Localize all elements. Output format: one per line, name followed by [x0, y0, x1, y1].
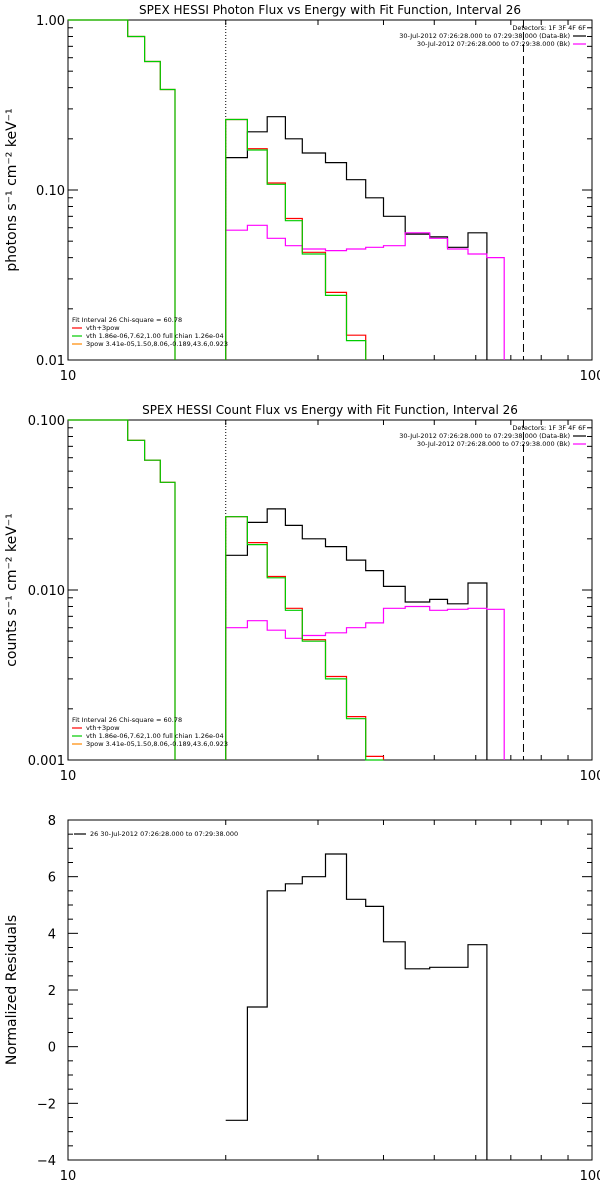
y-tick-label: 0.10: [36, 184, 65, 199]
series-line: [225, 224, 505, 360]
y-tick-label: 0.01: [36, 354, 65, 369]
legend-entry: vth 1.86e-06,7.62,1.00 full chian 1.26e-…: [86, 732, 224, 740]
y-tick-label: −2: [37, 1097, 56, 1112]
y-axis-label: Normalized Residuals: [4, 915, 20, 1065]
legend-header: Fit Interval 26 Chi-square = 60.78: [72, 316, 182, 324]
y-tick-label: 8: [48, 814, 56, 829]
y-axis-label: photons s⁻¹ cm⁻² keV⁻¹: [4, 108, 20, 271]
legend-header: Fit Interval 26 Chi-square = 60.78: [72, 716, 182, 724]
legend-entry: 30-Jul-2012 07:26:28.000 to 07:29:38.000…: [417, 40, 570, 48]
x-tick-label: 10: [60, 369, 77, 384]
y-tick-label: 6: [48, 871, 56, 886]
x-tick-label: 10: [60, 769, 77, 784]
series-line: [68, 419, 384, 761]
y-tick-label: 0.010: [28, 584, 65, 599]
legend-header: Detectors: 1F 3F 4F 6F: [512, 424, 586, 432]
plot-frame: [67, 819, 593, 1161]
plot-frame: [67, 19, 593, 361]
y-tick-label: 4: [48, 927, 56, 942]
series-line: [225, 853, 488, 1160]
series-line: [225, 508, 488, 760]
y-axis-label: counts s⁻¹ cm⁻² keV⁻¹: [4, 513, 20, 667]
plot-frame: [67, 419, 593, 761]
series-line: [225, 605, 505, 760]
chart-title: SPEX HESSI Photon Flux vs Energy with Fi…: [139, 3, 521, 17]
y-tick-label: 0.001: [28, 754, 65, 769]
x-tick-label: 10: [60, 1169, 77, 1184]
legend-header: Detectors: 1F 3F 4F 6F: [512, 24, 586, 32]
y-tick-label: 0.100: [28, 414, 65, 429]
x-tick-label: 100: [580, 1169, 600, 1184]
y-tick-label: 2: [48, 984, 56, 999]
y-tick-label: 1.00: [36, 14, 65, 29]
legend-entry: 3pow 3.41e-05,1.50,8.06,-0.189,43.6,0.92…: [86, 340, 228, 348]
legend-entry: vth+3pow: [86, 724, 120, 732]
legend-entry: 3pow 3.41e-05,1.50,8.06,-0.189,43.6,0.92…: [86, 740, 228, 748]
legend-entry: 30-Jul-2012 07:26:28.000 to 07:29:38.000…: [417, 440, 570, 448]
y-tick-label: −4: [37, 1154, 56, 1169]
y-tick-label: 0: [48, 1041, 56, 1056]
x-tick-label: 100: [580, 369, 600, 384]
series-line: [68, 19, 367, 360]
x-tick-label: 100: [580, 769, 600, 784]
legend-entry: 30-Jul-2012 07:26:28.000 to 07:29:38.000…: [399, 32, 570, 40]
legend-entry: 30-Jul-2012 07:26:28.000 to 07:29:38.000…: [399, 432, 570, 440]
series-line: [68, 19, 367, 360]
legend-entry: vth+3pow: [86, 324, 120, 332]
legend-entry: vth 1.86e-06,7.62,1.00 full chian 1.26e-…: [86, 332, 224, 340]
chart-title: SPEX HESSI Count Flux vs Energy with Fit…: [142, 403, 518, 417]
legend-entry: 26 30-Jul-2012 07:26:28.000 to 07:29:38.…: [90, 830, 238, 838]
